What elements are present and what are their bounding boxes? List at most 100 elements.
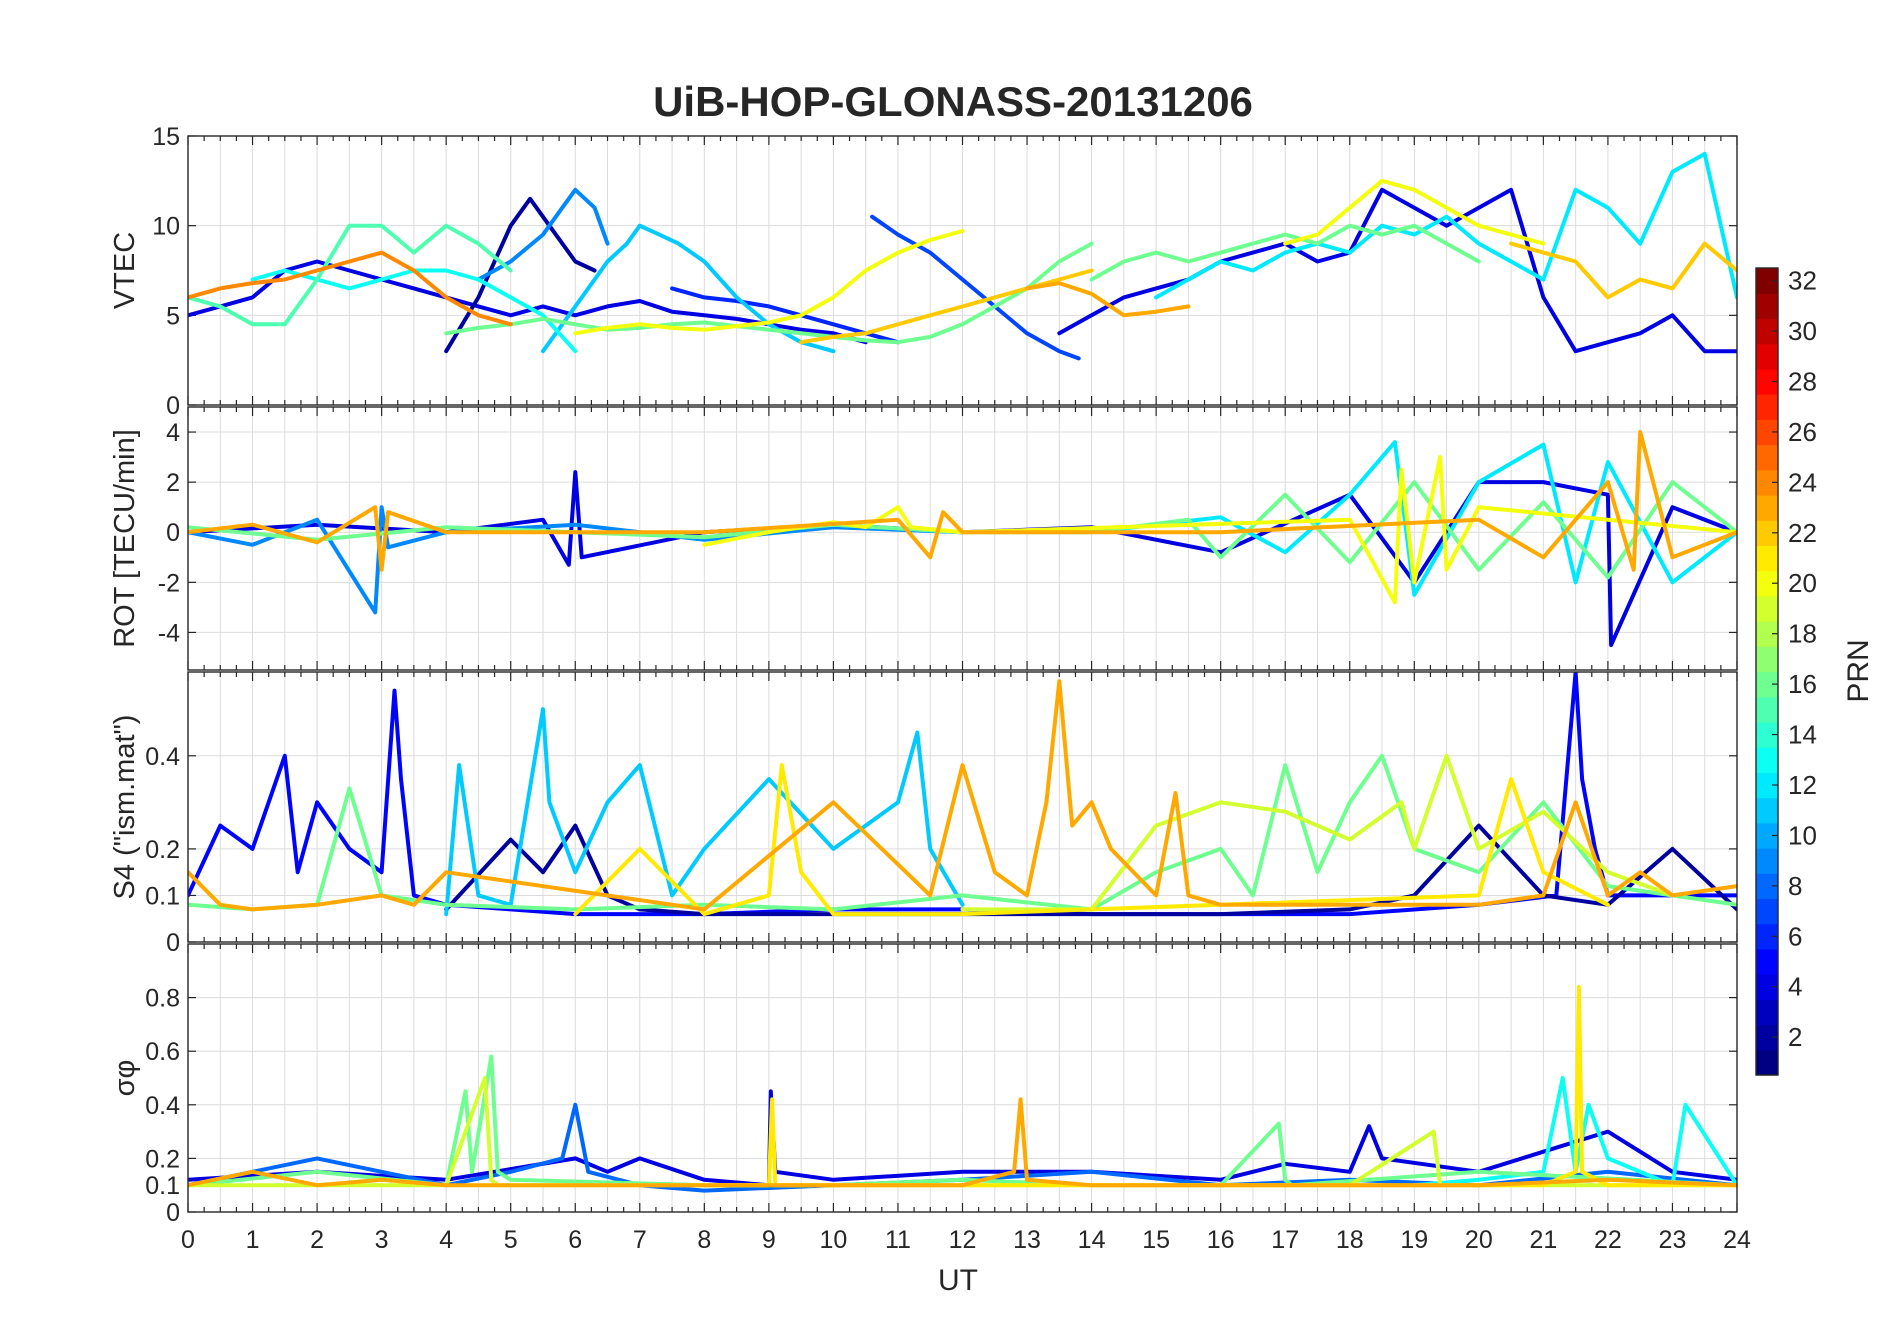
colorbar-swatch [1756,923,1778,950]
y-tick-label: 0.2 [145,836,180,864]
colorbar-tick-label: 18 [1788,619,1817,649]
y-tick-label: 0.8 [145,985,180,1013]
series-line-prn-4 [1057,187,1737,354]
x-tick-label: 21 [1529,1226,1557,1254]
series-line-prn-6 [670,286,900,345]
colorbar-swatch [1756,494,1778,521]
series-line-prn-23 [188,679,1737,912]
series-line-prn-4 [188,259,868,345]
series-line-prn-20 [573,229,965,336]
colorbar-tick-label: 6 [1788,921,1802,951]
x-tick-label: 17 [1271,1226,1299,1254]
colorbar-swatch [1756,873,1778,900]
x-tick-label: 3 [375,1226,389,1254]
panel-vtec: 0 5 10 15 VTEC [109,123,1738,420]
colorbar-tick-label: 20 [1788,568,1817,598]
chart-title: UiB-HOP-GLONASS-20131206 [653,78,1253,125]
series-group [188,672,1737,917]
colorbar-swatch [1756,419,1778,446]
series-group [188,151,1737,361]
axes-frame [187,406,1738,671]
x-tick-label: 18 [1336,1226,1364,1254]
y-tick-label: 0.4 [145,743,180,771]
colorbar-swatch [1756,595,1778,622]
colorbar-swatch [1756,948,1778,975]
x-tick-label: 12 [949,1226,977,1254]
x-tick-label: 9 [762,1226,776,1254]
series-line-prn-23 [1025,281,1191,318]
colorbar-swatch [1756,293,1778,320]
x-tick-label: 10 [820,1226,848,1254]
y-tick-label: -4 [158,619,180,647]
series-line-prn-23 [188,430,1737,572]
x-tick-label: 20 [1465,1226,1493,1254]
colorbar-swatch [1756,469,1778,496]
y-tick-label: 0 [166,1199,180,1227]
colorbar-swatch [1756,621,1778,647]
series-line-prn-15 [188,223,513,327]
colorbar-tick-label: 28 [1788,366,1817,396]
x-tick-label: 8 [697,1226,711,1254]
y-tick-label: 5 [166,302,180,330]
colorbar-swatch [1756,646,1778,673]
y-axis-label: ROT [TECU/min] [109,429,141,648]
colorbar-swatch [1756,974,1778,1000]
panel-sigma_phi: 00.10.2 0.4 0.6 0.8 σφ [109,943,1738,1227]
x-axis-ticks: 0 1 2 3 4 5 6 7 8 9 10 11 12 13 14 15 16 17 18 19 20 21 22 23 24 [181,1226,1751,1254]
x-tick-label: 11 [885,1226,911,1254]
colorbar-swatch [1756,671,1778,698]
x-tick-label: 24 [1723,1226,1751,1254]
colorbar-swatch [1756,898,1778,925]
y-tick-label: 0.1 [145,1172,180,1200]
y-axis-label: VTEC [109,232,141,309]
colorbar-swatch [1756,696,1778,723]
y-tick-label: 0.2 [145,1145,180,1173]
series-line-prn-20 [1283,178,1546,246]
colorbar-tick-label: 22 [1788,518,1817,548]
y-tick-label: 0 [166,519,180,547]
y-tick-label: 0 [166,929,180,957]
x-tick-label: 13 [1013,1226,1041,1254]
y-tick-label: 0 [166,392,180,420]
colorbar-frame [1755,267,1779,1076]
series-line-prn-9 [476,187,610,282]
series-line-prn-16 [444,241,1094,345]
axes-frame [187,135,1738,406]
y-tick-label: 10 [152,213,180,241]
y-axis-label: σφ [109,1060,141,1097]
colorbar-label: PRN [1842,639,1875,702]
y-axis-label: S4 ("ism.mat") [109,715,141,900]
colorbar-swatch [1756,822,1778,849]
colorbar-swatch [1756,772,1778,799]
y-tick-label: 0.1 [145,882,180,910]
colorbar-tick-label: 8 [1788,871,1802,901]
x-tick-label: 16 [1207,1226,1235,1254]
colorbar-swatch [1756,545,1778,572]
x-tick-label: 15 [1142,1226,1170,1254]
x-tick-label: 22 [1594,1226,1622,1254]
colorbar-swatch [1756,318,1778,345]
y-tick-label: 2 [166,469,180,497]
colorbar-swatch [1756,1024,1778,1051]
panel-rot: -4 -2 0 2 4 ROT [TECU/min] [109,406,1738,671]
series-line-prn-21 [573,763,1610,917]
colorbar-swatch [1756,721,1778,748]
x-tick-label: 4 [439,1226,453,1254]
y-tick-label: -2 [158,569,180,597]
colorbar-tick-label: 32 [1788,266,1817,296]
x-tick-label: 6 [568,1226,582,1254]
panel-s4: 0 0.1 0.2 0.4S4 ("ism.mat") [109,671,1738,957]
colorbar-tick-label: 2 [1788,1022,1802,1052]
colorbar-tick-label: 16 [1788,669,1817,699]
series-line-prn-19 [960,753,1675,912]
x-tick-label: 2 [310,1226,324,1254]
y-tick-label: 15 [152,123,180,151]
series-group [188,984,1737,1193]
series-line-prn-2 [444,196,597,354]
x-tick-label: 0 [181,1226,195,1254]
x-axis-label: UT [938,1264,978,1297]
series-line-prn-11 [541,223,836,354]
